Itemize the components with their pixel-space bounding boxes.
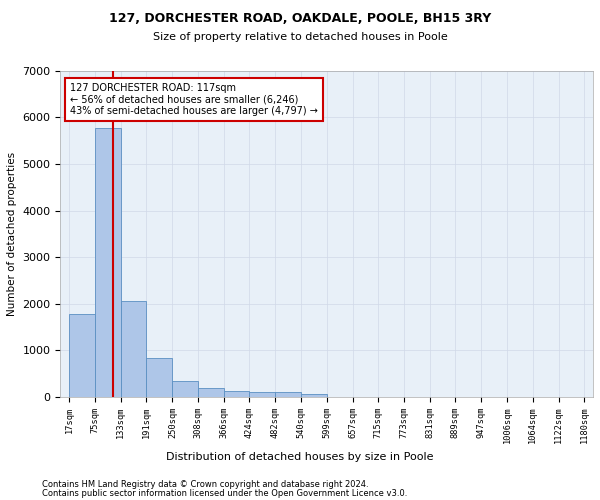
Bar: [275, 392, 301, 396]
Bar: [224, 391, 250, 396]
Bar: [121, 301, 146, 396]
Bar: [95, 128, 121, 396]
Text: Distribution of detached houses by size in Poole: Distribution of detached houses by size …: [166, 452, 434, 462]
Text: Size of property relative to detached houses in Poole: Size of property relative to detached ho…: [152, 32, 448, 42]
Bar: [250, 392, 275, 396]
Text: Contains public sector information licensed under the Open Government Licence v3: Contains public sector information licen…: [42, 489, 407, 498]
Bar: [146, 358, 172, 397]
Bar: [198, 388, 224, 396]
Text: Contains HM Land Registry data © Crown copyright and database right 2024.: Contains HM Land Registry data © Crown c…: [42, 480, 368, 489]
Bar: [172, 381, 198, 396]
Y-axis label: Number of detached properties: Number of detached properties: [7, 152, 17, 316]
Bar: [301, 394, 327, 396]
Bar: [69, 314, 95, 396]
Text: 127 DORCHESTER ROAD: 117sqm
← 56% of detached houses are smaller (6,246)
43% of : 127 DORCHESTER ROAD: 117sqm ← 56% of det…: [70, 82, 318, 116]
Text: 127, DORCHESTER ROAD, OAKDALE, POOLE, BH15 3RY: 127, DORCHESTER ROAD, OAKDALE, POOLE, BH…: [109, 12, 491, 26]
